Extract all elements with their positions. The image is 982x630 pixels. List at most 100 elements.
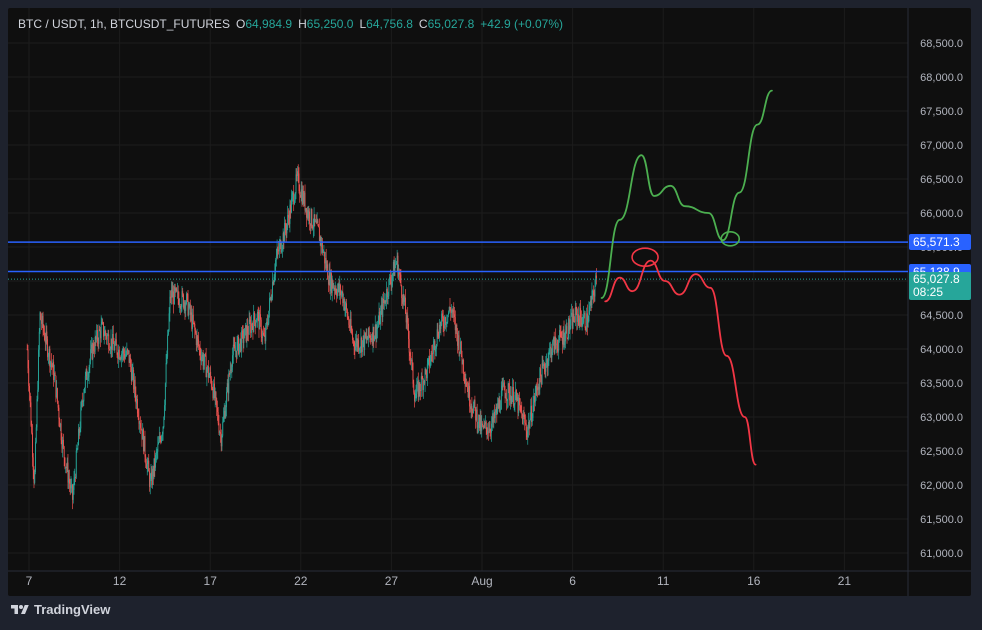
candle-body xyxy=(372,326,374,344)
candle-body xyxy=(245,325,247,342)
candle-body xyxy=(573,313,575,322)
candle-body xyxy=(442,317,444,326)
candle-body xyxy=(423,380,425,384)
candle-body xyxy=(478,414,480,429)
candle-body xyxy=(556,343,558,349)
candle-body xyxy=(299,191,301,195)
candle-body xyxy=(516,397,518,401)
bearish-projection-path[interactable] xyxy=(604,259,757,466)
candle-body xyxy=(574,321,576,322)
candle-body xyxy=(336,293,338,297)
candle-body xyxy=(304,192,306,211)
candle-body xyxy=(385,301,387,303)
x-tick-label: 7 xyxy=(26,574,33,588)
candle-body xyxy=(338,283,340,293)
candle-body xyxy=(411,359,412,362)
candle-body xyxy=(578,318,580,326)
candle-body xyxy=(111,338,113,350)
candle-body xyxy=(487,431,489,434)
candle-body xyxy=(402,294,404,304)
brand-name[interactable]: TradingView xyxy=(34,602,111,617)
candle-body xyxy=(273,277,275,285)
candle-body xyxy=(420,390,421,391)
candle-body xyxy=(367,339,369,341)
candle-body xyxy=(546,359,548,365)
candle-body xyxy=(115,339,116,345)
candle-body xyxy=(89,360,91,368)
bear-circle-marker[interactable] xyxy=(631,247,659,267)
current-price-tag: 65,027.8 08:25 xyxy=(909,272,971,301)
candle-body xyxy=(72,489,74,500)
candle-body xyxy=(43,328,45,333)
candle-body xyxy=(291,194,293,199)
candle-body xyxy=(387,296,389,297)
candle-body xyxy=(139,423,141,424)
candle-body xyxy=(48,349,50,357)
candle-body xyxy=(99,330,101,339)
candle-body xyxy=(71,484,73,486)
bull-circle-marker[interactable] xyxy=(720,231,741,247)
candle-body xyxy=(104,331,106,336)
bullish-projection-path[interactable] xyxy=(600,89,773,299)
candle-body xyxy=(217,411,219,424)
candle-body xyxy=(352,340,354,342)
candle-body xyxy=(213,383,215,399)
candle-body xyxy=(374,324,376,337)
candle-body xyxy=(553,337,555,353)
candle-body xyxy=(146,463,148,469)
symbol-title[interactable]: BTC / USDT, 1h, BTCUSDT_FUTURES xyxy=(18,17,231,31)
candle-body xyxy=(180,306,182,309)
candle-body xyxy=(182,291,184,295)
candle-body xyxy=(549,346,551,349)
candle-body xyxy=(39,312,41,332)
plot-area[interactable]: 68,500.0 68,000.0 67,500.0 67,000.0 66,500.0… xyxy=(8,8,971,596)
candle-body xyxy=(580,308,582,318)
candle-body xyxy=(278,244,280,252)
candle-body xyxy=(61,440,63,449)
candle-body xyxy=(399,274,401,275)
candle-body xyxy=(521,411,523,414)
y-tick-label: 63,500.0 xyxy=(920,378,963,390)
x-tick-label: 27 xyxy=(385,574,399,588)
candle-body xyxy=(517,397,519,413)
tradingview-logo-icon[interactable] xyxy=(10,603,30,617)
candle-body xyxy=(213,383,215,399)
candle-body xyxy=(356,338,358,347)
candle-body xyxy=(566,326,568,339)
candle-body xyxy=(29,385,30,394)
candle-body xyxy=(164,383,166,406)
candle-body xyxy=(345,303,347,308)
candle-body xyxy=(509,386,511,401)
candle-body xyxy=(230,369,232,371)
candle-body xyxy=(32,432,33,458)
candle-body xyxy=(66,462,68,469)
high-label: H xyxy=(298,17,307,31)
chart-frame[interactable]: 68,500.0 68,000.0 67,500.0 67,000.0 66,500.0… xyxy=(8,8,971,596)
candle-body xyxy=(35,427,37,443)
candle-body xyxy=(270,297,272,300)
candle-body xyxy=(500,409,502,411)
candle-body xyxy=(135,394,137,404)
candle-body xyxy=(192,314,193,329)
candle-body xyxy=(226,391,227,408)
candle-body xyxy=(228,373,230,394)
candle-body xyxy=(564,341,566,345)
candle-body xyxy=(145,456,147,464)
candle-body xyxy=(414,392,415,402)
candle-body xyxy=(361,337,363,352)
candle-body xyxy=(446,322,448,323)
candle-body xyxy=(152,468,154,477)
candle-body xyxy=(473,399,475,406)
candle-body xyxy=(461,355,463,365)
candle-body xyxy=(295,174,297,194)
candle-body xyxy=(186,293,187,304)
candle-body xyxy=(105,331,107,336)
candle-body xyxy=(339,285,341,293)
close-label: C xyxy=(418,17,428,31)
candle-body xyxy=(426,370,428,379)
candle-body xyxy=(380,304,382,311)
candle-body xyxy=(30,402,32,426)
candle-body xyxy=(527,429,529,438)
candle-body xyxy=(417,381,419,398)
candle-body xyxy=(357,340,359,347)
